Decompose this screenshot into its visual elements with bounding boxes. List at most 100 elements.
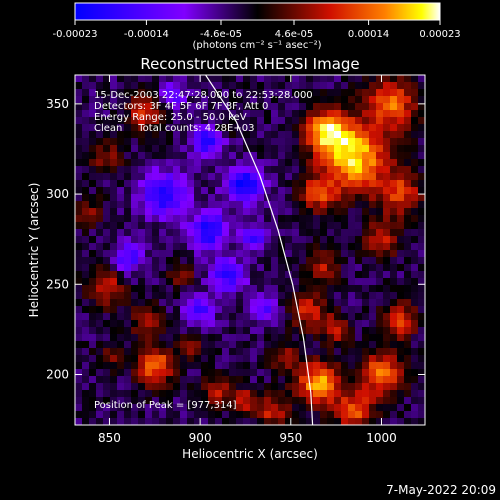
- heatmap-cell: [334, 173, 342, 181]
- heatmap-cell: [96, 306, 104, 314]
- heatmap-cell: [404, 362, 412, 370]
- heatmap-cell: [75, 369, 83, 377]
- heatmap-cell: [194, 82, 202, 90]
- heatmap-cell: [117, 271, 125, 279]
- heatmap-cell: [355, 236, 363, 244]
- heatmap-cell: [222, 145, 230, 153]
- heatmap-cell: [96, 222, 104, 230]
- heatmap-cell: [250, 138, 258, 146]
- heatmap-cell: [299, 75, 307, 83]
- heatmap-cell: [75, 383, 83, 391]
- heatmap-cell: [103, 341, 111, 349]
- heatmap-cell: [131, 397, 139, 405]
- heatmap-cell: [362, 390, 370, 398]
- heatmap-cell: [411, 341, 419, 349]
- heatmap-cell: [208, 243, 216, 251]
- heatmap-cell: [418, 82, 425, 90]
- heatmap-cell: [404, 103, 412, 111]
- heatmap-cell: [159, 397, 167, 405]
- heatmap-cell: [334, 292, 342, 300]
- heatmap-cell: [152, 131, 160, 139]
- heatmap-cell: [292, 173, 300, 181]
- heatmap-cell: [285, 173, 293, 181]
- heatmap-cell: [376, 117, 384, 125]
- heatmap-cell: [180, 271, 188, 279]
- heatmap-cell: [327, 243, 335, 251]
- heatmap-cell: [236, 166, 244, 174]
- heatmap-cell: [131, 159, 139, 167]
- heatmap-cell: [404, 306, 412, 314]
- heatmap-cell: [117, 159, 125, 167]
- heatmap-cell: [180, 117, 188, 125]
- heatmap-cell: [75, 89, 83, 97]
- heatmap-cell: [222, 201, 230, 209]
- heatmap-cell: [348, 271, 356, 279]
- heatmap-cell: [306, 208, 314, 216]
- heatmap-cell: [75, 348, 83, 356]
- heatmap-cell: [159, 320, 167, 328]
- heatmap-cell: [369, 362, 377, 370]
- heatmap-cell: [369, 264, 377, 272]
- heatmap-cell: [334, 159, 342, 167]
- heatmap-cell: [278, 285, 286, 293]
- heatmap-cell: [166, 194, 174, 202]
- heatmap-cell: [82, 222, 90, 230]
- heatmap-cell: [299, 229, 307, 237]
- heatmap-cell: [320, 292, 328, 300]
- heatmap-cell: [320, 201, 328, 209]
- heatmap-cell: [341, 89, 349, 97]
- heatmap-cell: [75, 292, 83, 300]
- heatmap-cell: [110, 390, 118, 398]
- heatmap-cell: [243, 236, 251, 244]
- heatmap-cell: [285, 355, 293, 363]
- heatmap-cell: [222, 271, 230, 279]
- heatmap-cell: [418, 327, 425, 335]
- heatmap-cell: [159, 229, 167, 237]
- heatmap-cell: [75, 341, 83, 349]
- heatmap-cell: [306, 313, 314, 321]
- heatmap-cell: [75, 201, 83, 209]
- heatmap-cell: [243, 292, 251, 300]
- heatmap-cell: [292, 145, 300, 153]
- heatmap-cell: [229, 124, 237, 132]
- heatmap-cell: [369, 355, 377, 363]
- heatmap-cell: [355, 138, 363, 146]
- heatmap-cell: [152, 89, 160, 97]
- heatmap-cell: [355, 313, 363, 321]
- heatmap-cell: [194, 306, 202, 314]
- heatmap-cell: [271, 362, 279, 370]
- heatmap-cell: [173, 194, 181, 202]
- heatmap-cell: [376, 376, 384, 384]
- heatmap-cell: [418, 166, 425, 174]
- heatmap-cell: [145, 362, 153, 370]
- heatmap-cell: [110, 124, 118, 132]
- heatmap-cell: [96, 355, 104, 363]
- heatmap-cell: [306, 103, 314, 111]
- heatmap-cell: [397, 166, 405, 174]
- heatmap-cell: [390, 264, 398, 272]
- heatmap-cell: [117, 404, 125, 412]
- heatmap-cell: [320, 138, 328, 146]
- heatmap-cell: [110, 404, 118, 412]
- heatmap-cell: [376, 404, 384, 412]
- heatmap-cell: [110, 229, 118, 237]
- heatmap-cell: [264, 348, 272, 356]
- heatmap-cell: [271, 201, 279, 209]
- heatmap-cell: [243, 215, 251, 223]
- heatmap-cell: [152, 271, 160, 279]
- heatmap-cell: [348, 327, 356, 335]
- heatmap-cell: [376, 271, 384, 279]
- heatmap-cell: [418, 250, 425, 258]
- heatmap-cell: [138, 334, 146, 342]
- heatmap-cell: [103, 236, 111, 244]
- heatmap-cell: [411, 362, 419, 370]
- heatmap-cell: [285, 201, 293, 209]
- heatmap-cell: [222, 75, 230, 83]
- heatmap-cell: [82, 278, 90, 286]
- heatmap-cell: [348, 103, 356, 111]
- heatmap-cell: [152, 145, 160, 153]
- heatmap-cell: [369, 103, 377, 111]
- heatmap-cell: [138, 369, 146, 377]
- heatmap-cell: [159, 110, 167, 118]
- heatmap-cell: [145, 418, 153, 425]
